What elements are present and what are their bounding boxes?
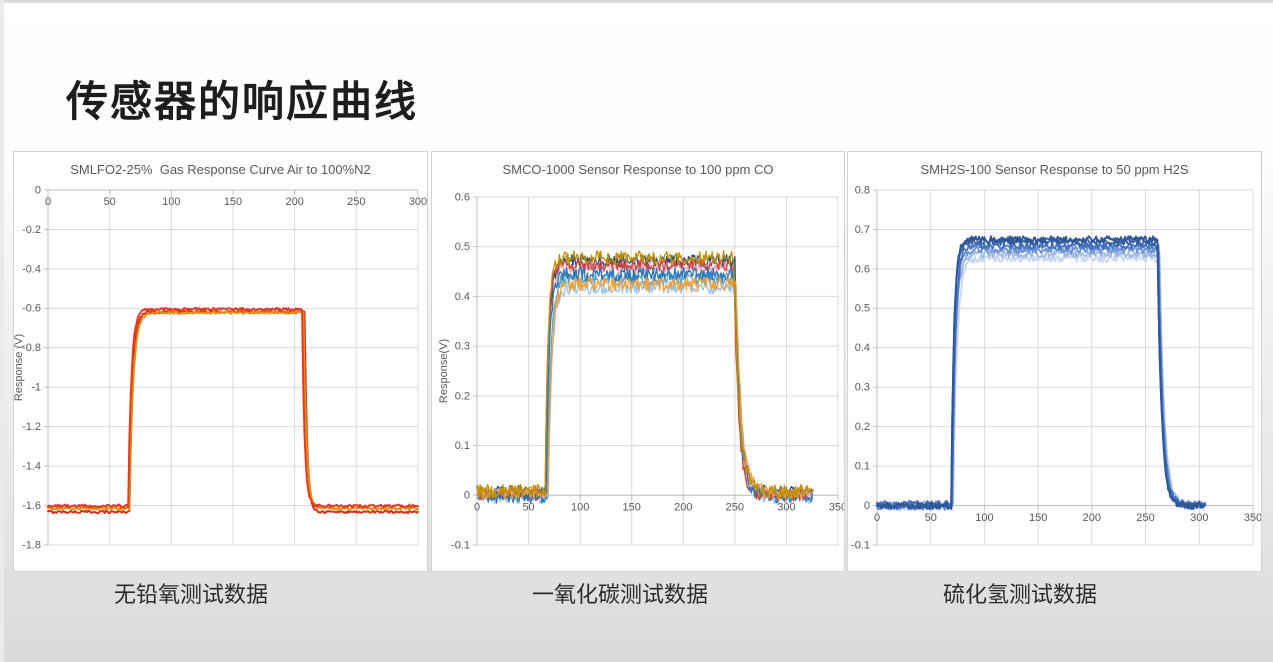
- svg-text:0: 0: [45, 196, 51, 208]
- chart-title-smlfo2: SMLFO2-25% Gas Response Curve Air to 100…: [70, 162, 371, 177]
- svg-text:0: 0: [874, 512, 880, 524]
- svg-text:0.1: 0.1: [455, 440, 470, 452]
- chart-card-smlfo2: SMLFO2-25% Gas Response Curve Air to 100…: [13, 151, 428, 572]
- svg-text:-1.8: -1.8: [22, 539, 41, 551]
- svg-text:300: 300: [409, 196, 427, 208]
- svg-text:Response (V): Response (V): [14, 334, 25, 401]
- caption-lead-free-oxygen: 无铅氧测试数据: [113, 582, 268, 607]
- svg-text:0.3: 0.3: [855, 382, 870, 394]
- svg-text:0.6: 0.6: [455, 191, 470, 203]
- svg-text:250: 250: [726, 501, 744, 513]
- svg-text:350: 350: [1244, 512, 1261, 524]
- svg-text:-0.4: -0.4: [22, 263, 41, 275]
- svg-text:300: 300: [1190, 512, 1208, 524]
- svg-text:0.4: 0.4: [855, 342, 870, 354]
- svg-text:250: 250: [347, 196, 365, 208]
- svg-text:-1.6: -1.6: [22, 500, 41, 512]
- svg-text:150: 150: [224, 196, 242, 208]
- svg-text:200: 200: [285, 196, 303, 208]
- svg-text:0: 0: [464, 490, 470, 502]
- top-edge-strip: [0, 0, 1273, 3]
- chart-card-smh2s: SMH2S-100 Sensor Response to 50 ppm H2S …: [847, 151, 1262, 572]
- svg-text:200: 200: [1083, 512, 1101, 524]
- svg-text:-0.6: -0.6: [22, 303, 41, 315]
- svg-text:0.1: 0.1: [855, 461, 870, 473]
- svg-text:300: 300: [777, 501, 795, 513]
- svg-text:150: 150: [1029, 512, 1047, 524]
- chart-canvas-smlfo2: 0 50 100 150 200 250 300 0 -0.2 -0.4 -0.6 -0.8 -1 -1.…: [14, 184, 427, 551]
- svg-text:-0.2: -0.2: [22, 224, 41, 236]
- svg-text:50: 50: [104, 196, 116, 208]
- svg-text:Response(V): Response(V): [438, 339, 450, 403]
- svg-text:50: 50: [925, 512, 937, 524]
- svg-text:0: 0: [35, 184, 41, 196]
- svg-text:50: 50: [522, 501, 534, 513]
- svg-text:-0.8: -0.8: [22, 342, 41, 354]
- svg-text:0.3: 0.3: [455, 341, 470, 353]
- svg-text:200: 200: [674, 501, 692, 513]
- left-edge-strip: [0, 0, 4, 662]
- svg-text:0.4: 0.4: [455, 291, 470, 303]
- caption-hydrogen-sulfide: 硫化氢测试数据: [942, 582, 1097, 607]
- svg-text:-1.2: -1.2: [22, 421, 41, 433]
- chart-card-smco: SMCO-1000 Sensor Response to 100 ppm CO …: [431, 151, 845, 572]
- svg-text:-0.1: -0.1: [851, 539, 870, 551]
- svg-text:350: 350: [829, 501, 844, 513]
- svg-text:-1.4: -1.4: [22, 461, 41, 473]
- svg-text:0.5: 0.5: [455, 241, 470, 253]
- svg-text:0.2: 0.2: [855, 421, 870, 433]
- svg-text:100: 100: [975, 512, 993, 524]
- svg-text:0.6: 0.6: [855, 263, 870, 275]
- chart-title-smco: SMCO-1000 Sensor Response to 100 ppm CO: [502, 162, 774, 177]
- svg-text:100: 100: [162, 196, 180, 208]
- chart-canvas-smh2s: 0 50 100 150 200 250 300 350 0.8 0.7 0.6 0.5 0.4 0.3 0…: [851, 184, 1261, 551]
- caption-carbon-monoxide: 一氧化碳测试数据: [531, 582, 708, 607]
- svg-text:0.2: 0.2: [455, 390, 470, 402]
- svg-text:0: 0: [864, 500, 870, 512]
- chart-canvas-smco: 0 50 100 150 200 250 300 350 0.6 0.5 0.4 0.3 0.2 0.1 0…: [438, 191, 844, 551]
- svg-text:0.8: 0.8: [855, 184, 870, 196]
- chart-title-smh2s: SMH2S-100 Sensor Response to 50 ppm H2S: [920, 162, 1189, 177]
- svg-text:-0.1: -0.1: [451, 539, 470, 551]
- svg-text:100: 100: [571, 501, 589, 513]
- svg-text:250: 250: [1136, 512, 1154, 524]
- svg-text:0: 0: [474, 501, 480, 513]
- svg-text:150: 150: [623, 501, 641, 513]
- page-title: 传感器的响应曲线: [66, 78, 419, 125]
- svg-text:0.5: 0.5: [855, 303, 870, 315]
- svg-text:-1: -1: [31, 382, 41, 394]
- svg-text:0.7: 0.7: [855, 224, 870, 236]
